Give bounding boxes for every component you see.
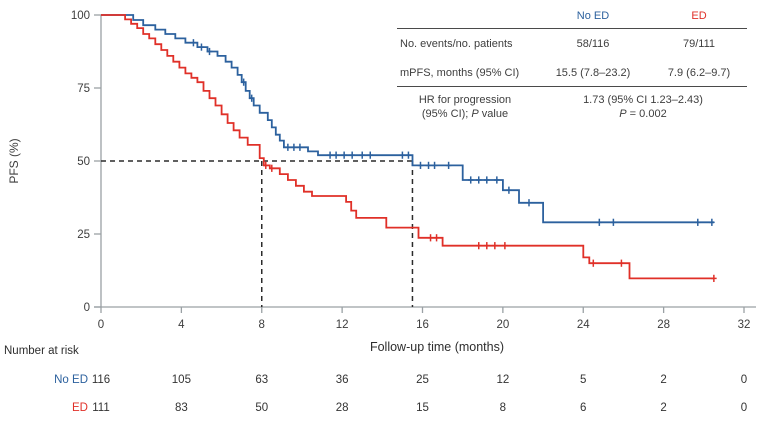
y-tick-label: 50 <box>77 156 90 168</box>
at-risk-count: 5 <box>580 374 587 386</box>
at-risk-count: 2 <box>660 402 667 414</box>
y-tick-label: 0 <box>84 302 90 314</box>
at-risk-count: 2 <box>660 374 667 386</box>
stats-row-mpfs: mPFS, months (95% CI) 15.5 (7.8–23.2) 7.… <box>393 59 749 86</box>
at-risk-count: 36 <box>335 374 349 386</box>
hr-label-line1: HR for progression <box>418 94 512 106</box>
stats-table: No ED ED No. events/no. patients 58/116 … <box>393 3 749 121</box>
hr-label-line2-suffix: value <box>478 108 509 120</box>
at-risk-row-ed: ED 111 83 50 28 15 8 6 2 0 <box>0 402 782 418</box>
axes: 0 25 50 75 100 0 4 8 12 16 20 24 28 32 <box>71 10 756 331</box>
at-risk-count: 0 <box>740 402 748 414</box>
km-curve-no-ed <box>101 14 714 224</box>
stats-row-mpfs-label: mPFS, months (95% CI) <box>400 66 520 79</box>
x-tick-label: 8 <box>259 319 265 331</box>
hr-label-p: P <box>471 108 479 120</box>
x-tick-label: 28 <box>657 319 670 331</box>
x-tick-label: 16 <box>416 319 429 331</box>
x-tick-label: 12 <box>336 319 349 331</box>
at-risk-count: 8 <box>499 402 507 414</box>
y-axis-title: PFS (%) <box>7 138 21 184</box>
y-tick-label: 100 <box>71 10 90 22</box>
stats-col-header-no-ed: No ED <box>576 9 610 22</box>
at-risk-count: 25 <box>416 374 429 386</box>
at-risk-count: 111 <box>92 402 110 414</box>
at-risk-count: 0 <box>740 374 748 386</box>
stats-row-hr-label: HR for progression (95% CI); P value <box>393 93 537 121</box>
stats-row-mpfs-no-ed: 15.5 (7.8–23.2) <box>555 66 631 79</box>
at-risk-count: 83 <box>174 402 188 414</box>
stats-row-events-ed: 79/111 <box>682 38 715 50</box>
y-tick-label: 75 <box>77 83 90 95</box>
x-tick-label: 24 <box>577 319 590 331</box>
at-risk-count: 15 <box>416 402 429 414</box>
at-risk-count: 50 <box>255 402 269 414</box>
stats-row-events-no-ed: 58/116 <box>576 38 610 50</box>
at-risk-count: 12 <box>496 374 510 386</box>
hr-value-p: P <box>619 108 627 120</box>
at-risk-label-no-ed: No ED <box>54 374 88 386</box>
x-tick-label: 0 <box>98 319 104 331</box>
stats-row-events-label: No. events/no. patients <box>400 38 513 50</box>
stats-row-hr: HR for progression (95% CI); P value 1.7… <box>393 87 749 121</box>
at-risk-count: 63 <box>255 374 269 386</box>
at-risk-label-ed: ED <box>72 402 88 414</box>
stats-divider-top <box>397 28 747 29</box>
hr-value-line1: 1.73 (95% CI 1.23–2.43) <box>583 94 703 106</box>
stats-col-header-ed: ED <box>691 9 707 22</box>
stats-row-mpfs-ed: 7.9 (6.2–9.7) <box>667 66 731 79</box>
y-tick-label: 25 <box>77 229 90 241</box>
stats-row-hr-value: 1.73 (95% CI 1.23–2.43) P = 0.002 <box>537 93 749 121</box>
x-tick-label: 32 <box>738 319 751 331</box>
km-curve-ed <box>101 14 714 280</box>
at-risk-count: 105 <box>171 374 191 386</box>
at-risk-row-no-ed: No ED 116 105 63 36 25 12 5 2 0 <box>0 374 782 390</box>
at-risk-count: 6 <box>580 402 587 414</box>
hr-value-p-suffix: = 0.002 <box>626 108 667 120</box>
at-risk-count: 28 <box>335 402 349 414</box>
stats-row-events: No. events/no. patients 58/116 79/111 <box>393 29 749 59</box>
number-at-risk-title: Number at risk <box>4 345 79 357</box>
x-axis-title: Follow-up time (months) <box>369 340 505 354</box>
x-tick-label: 20 <box>496 319 509 331</box>
stats-divider-bottom <box>397 86 747 87</box>
hr-label-line2-prefix: (95% CI); <box>421 108 472 120</box>
at-risk-count: 116 <box>91 374 111 386</box>
x-tick-label: 4 <box>178 319 185 331</box>
stats-header-row: No ED ED <box>393 3 749 28</box>
